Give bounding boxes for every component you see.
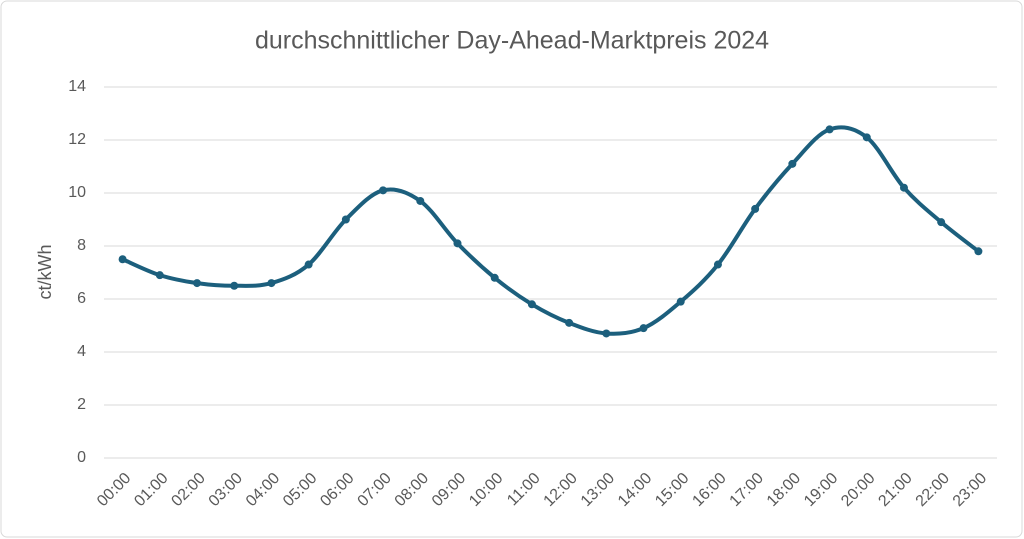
marker bbox=[602, 329, 611, 338]
marker bbox=[416, 196, 425, 205]
marker bbox=[713, 260, 722, 269]
marker bbox=[193, 279, 202, 288]
marker bbox=[341, 215, 350, 224]
y-tick-label: 0 bbox=[77, 449, 86, 466]
y-tick-label: 2 bbox=[77, 396, 86, 413]
chart-title: durchschnittlicher Day-Ahead-Marktpreis … bbox=[255, 27, 769, 55]
y-tick-label: 10 bbox=[68, 184, 86, 201]
marker bbox=[118, 255, 127, 264]
marker bbox=[304, 260, 313, 269]
y-tick-label: 8 bbox=[77, 237, 86, 254]
marker bbox=[565, 318, 574, 327]
marker bbox=[527, 300, 536, 309]
marker bbox=[825, 125, 834, 134]
marker bbox=[937, 218, 946, 227]
marker bbox=[639, 324, 648, 333]
marker bbox=[490, 273, 499, 282]
marker bbox=[788, 159, 797, 168]
marker bbox=[751, 204, 760, 213]
y-tick-label: 14 bbox=[68, 78, 86, 95]
marker bbox=[155, 271, 164, 280]
y-tick-label: 4 bbox=[77, 343, 86, 360]
marker bbox=[899, 183, 908, 192]
marker bbox=[676, 297, 685, 306]
marker bbox=[379, 186, 388, 195]
marker bbox=[453, 239, 462, 248]
y-tick-label: 12 bbox=[68, 131, 86, 148]
marker bbox=[267, 279, 276, 288]
marker bbox=[974, 247, 983, 256]
y-axis-label: ct/kWh bbox=[35, 244, 55, 299]
y-tick-label: 6 bbox=[77, 290, 86, 307]
marker bbox=[862, 133, 871, 142]
marker bbox=[230, 281, 239, 290]
